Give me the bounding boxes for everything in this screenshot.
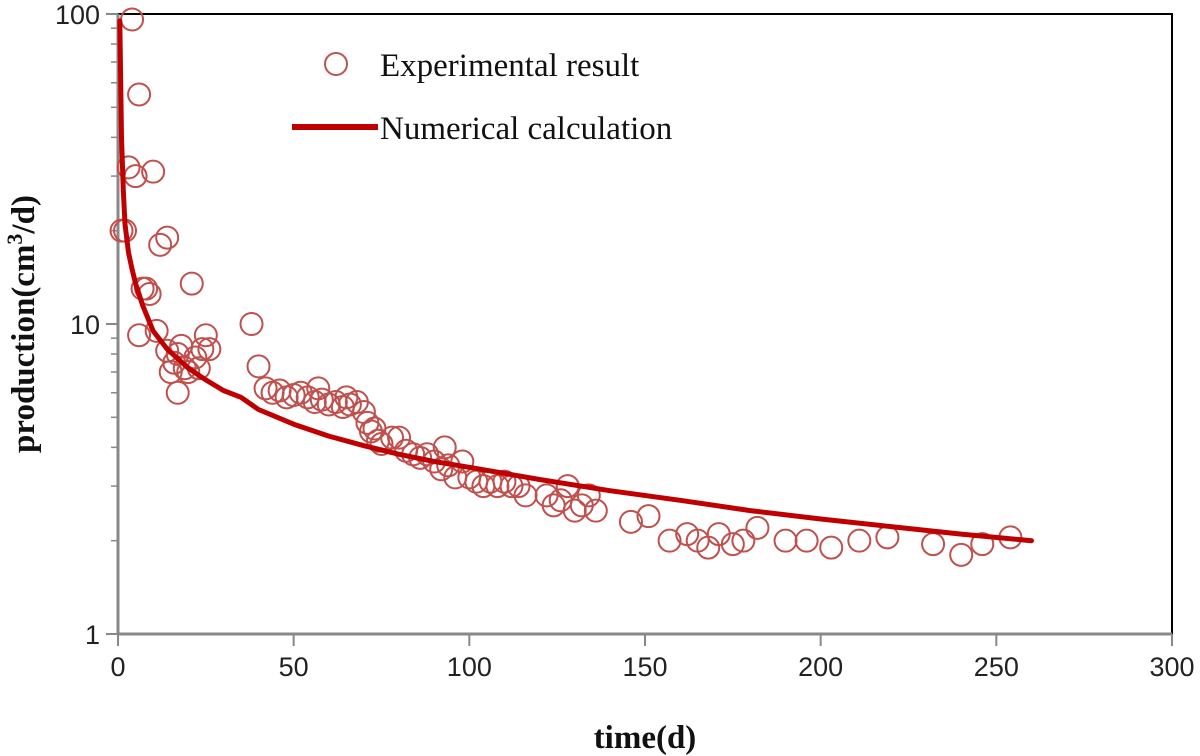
scatter-point-experimental bbox=[239, 312, 264, 336]
scatter-point-experimental bbox=[534, 483, 559, 508]
series-layer bbox=[109, 7, 1034, 567]
scatter-point-experimental bbox=[720, 532, 745, 557]
y-axis-title-sup: 3 bbox=[2, 234, 27, 245]
y-axis-title-prefix: production(cm bbox=[6, 245, 42, 453]
scatter-point-experimental bbox=[875, 525, 900, 550]
scatter-point-experimental bbox=[970, 532, 995, 557]
scatter-point-experimental bbox=[193, 323, 218, 348]
scatter-point-experimental bbox=[260, 380, 285, 405]
scatter-point-experimental bbox=[155, 338, 180, 363]
legend-label-numerical: Numerical calculation bbox=[380, 111, 672, 147]
scatter-point-experimental bbox=[190, 337, 215, 362]
x-tick-label: 300 bbox=[1149, 652, 1194, 682]
scatter-point-experimental bbox=[253, 376, 278, 401]
scatter-point-experimental bbox=[657, 528, 682, 553]
scatter-point-experimental bbox=[576, 483, 601, 508]
scatter-point-experimental bbox=[127, 323, 152, 348]
scatter-point-experimental bbox=[267, 378, 292, 403]
scatter-point-experimental bbox=[636, 504, 661, 529]
x-tick-label: 50 bbox=[279, 652, 309, 682]
scatter-point-experimental bbox=[165, 380, 190, 405]
scatter-point-experimental bbox=[179, 271, 204, 296]
legend: Experimental result Numerical calculatio… bbox=[292, 48, 672, 147]
scatter-point-experimental bbox=[109, 218, 134, 243]
scatter-point-experimental bbox=[450, 449, 475, 474]
x-tick-label: 150 bbox=[622, 652, 667, 682]
y-axis-title-suffix: /d) bbox=[6, 195, 42, 235]
scatter-point-experimental bbox=[731, 528, 756, 553]
scatter-point-experimental bbox=[745, 515, 770, 540]
scatter-point-experimental bbox=[288, 380, 313, 405]
scatter-point-experimental bbox=[176, 360, 201, 385]
scatter-point-experimental bbox=[141, 159, 166, 184]
x-axis: 0 50 100 150 200 250 300 bbox=[110, 632, 1195, 682]
y-tick-label: 100 bbox=[55, 0, 100, 30]
scatter-point-experimental bbox=[618, 509, 643, 534]
scatter-point-experimental bbox=[492, 469, 517, 494]
scatter-point-experimental bbox=[183, 345, 208, 370]
scatter-point-experimental bbox=[415, 442, 440, 467]
scatter-point-experimental bbox=[464, 469, 489, 494]
scatter-point-experimental bbox=[921, 532, 946, 557]
scatter-point-experimental bbox=[120, 7, 145, 32]
scatter-point-experimental bbox=[541, 493, 566, 518]
scatter-point-experimental bbox=[309, 387, 334, 412]
scatter-point-experimental bbox=[246, 354, 271, 379]
legend-marker-experimental bbox=[324, 52, 348, 76]
scatter-point-experimental bbox=[116, 155, 141, 180]
y-axis-title: production(cm3/d) bbox=[2, 195, 43, 453]
scatter-point-experimental bbox=[387, 425, 412, 450]
y-axis: 1 10 100 bbox=[55, 0, 120, 650]
scatter-point-experimental bbox=[819, 535, 844, 560]
x-tick-label: 100 bbox=[447, 652, 492, 682]
scatter-point-experimental bbox=[144, 318, 169, 343]
scatter-point-experimental bbox=[432, 435, 457, 460]
scatter-point-experimental bbox=[583, 498, 608, 523]
scatter-point-experimental bbox=[485, 474, 510, 499]
y-tick-label: 1 bbox=[85, 620, 100, 650]
scatter-point-experimental bbox=[773, 528, 798, 553]
x-tick-label: 250 bbox=[974, 652, 1019, 682]
scatter-point-experimental bbox=[127, 82, 152, 107]
legend-label-experimental: Experimental result bbox=[380, 48, 639, 84]
scatter-point-experimental bbox=[155, 225, 180, 250]
series-line-numerical bbox=[117, 18, 1034, 544]
scatter-point-experimental bbox=[847, 528, 872, 553]
scatter-point-experimental bbox=[148, 232, 173, 257]
scatter-point-experimental bbox=[548, 488, 573, 513]
y-tick-label: 10 bbox=[70, 310, 100, 340]
scatter-point-experimental bbox=[562, 498, 587, 523]
x-tick-label: 200 bbox=[798, 652, 843, 682]
scatter-point-experimental bbox=[949, 542, 974, 567]
scatter-point-experimental bbox=[197, 337, 222, 362]
x-tick-label: 0 bbox=[110, 652, 125, 682]
scatter-point-experimental bbox=[380, 425, 405, 450]
scatter-point-experimental bbox=[794, 528, 819, 553]
x-axis-title: time(d) bbox=[594, 720, 697, 756]
scatter-point-experimental bbox=[569, 493, 594, 518]
